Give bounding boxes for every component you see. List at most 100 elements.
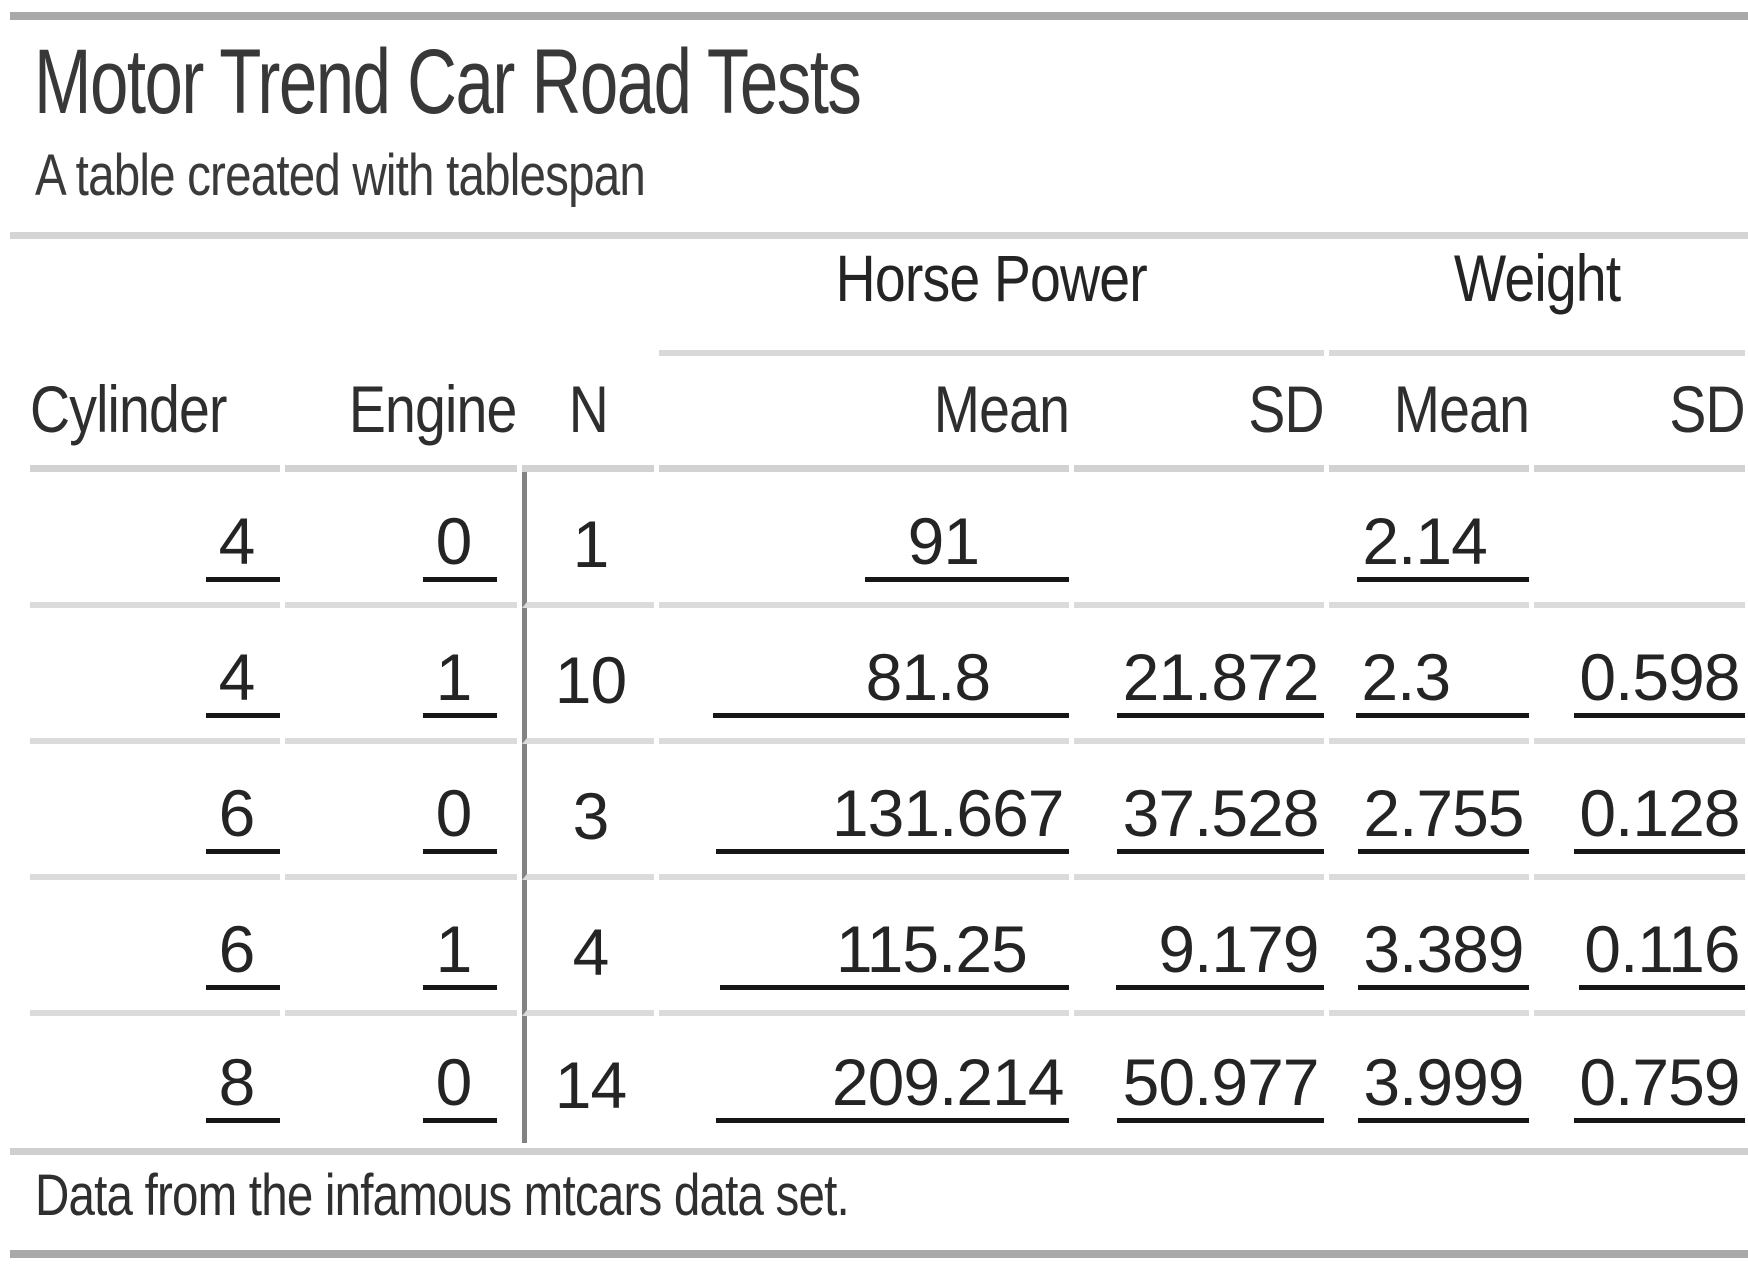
cell-wtsd: 0.116 — [1534, 880, 1746, 1016]
table-row: 4 1 10 81.8 21.872 2.3 0.598 — [30, 608, 1746, 744]
cell-value: 6 — [205, 914, 280, 990]
column-header-label: Mean — [933, 372, 1070, 446]
cell-value: 0 — [422, 778, 497, 854]
column-header-cylinder: Cylinder — [30, 356, 280, 472]
column-header-row: Cylinder Engine N Mean SD Mean S — [30, 356, 1746, 472]
cell-hpm: 131.667 — [659, 744, 1069, 880]
cell-wtsd: 0.598 — [1534, 608, 1746, 744]
spanner-horse-power-label: Horse Power — [835, 241, 1148, 315]
page-subtitle: A table created with tablespan — [35, 143, 646, 208]
cell-value: 0.128 — [1573, 778, 1746, 854]
cell-hpsd: 50.977 — [1074, 1016, 1324, 1143]
footnote: Data from the infamous mtcars data set. — [35, 1163, 850, 1228]
cell-eng: 0 — [285, 1016, 517, 1143]
cell-eng: 1 — [285, 880, 517, 1016]
cell-cyl: 6 — [30, 880, 280, 1016]
cell-hpm: 81.8 — [659, 608, 1069, 744]
table-body: 4 0 1 91 2.14 4 1 10 81.8 21.872 2.3 0.598 6 0 3 131.66… — [30, 472, 1746, 1143]
cell-value: 8 — [205, 1047, 280, 1123]
column-header-label: Engine — [349, 372, 517, 446]
spanner-empty-cell — [30, 240, 654, 356]
cell-value: 50.977 — [1117, 1047, 1324, 1123]
spanner-horse-power: Horse Power — [659, 240, 1324, 356]
cell-cyl: 4 — [30, 608, 280, 744]
column-header-label: SD — [1248, 372, 1325, 446]
cell-value: 3.389 — [1357, 914, 1529, 990]
cell-value: 2.14 — [1356, 506, 1529, 582]
column-header-n: N — [522, 356, 654, 472]
cell-cyl: 4 — [30, 472, 280, 608]
table-header: Horse Power Weight Cylinder Engine N Mea… — [30, 240, 1746, 472]
cell-value: 0 — [422, 1047, 497, 1123]
cell-value: 6 — [205, 778, 280, 854]
cell-wtsd: 0.759 — [1534, 1016, 1746, 1143]
cell-n: 1 — [522, 472, 654, 608]
cell-wtm: 2.755 — [1329, 744, 1529, 880]
cell-value: 9.179 — [1116, 914, 1324, 990]
cell-value: 1 — [422, 642, 497, 718]
cell-value: 0.759 — [1573, 1047, 1746, 1123]
cell-hpsd — [1074, 472, 1324, 608]
table-row: 4 0 1 91 2.14 — [30, 472, 1746, 608]
cell-wtsd — [1534, 472, 1746, 608]
column-header-label: Mean — [1393, 372, 1530, 446]
cell-cyl: 6 — [30, 744, 280, 880]
column-header-wt-sd: SD — [1534, 356, 1746, 472]
column-header-wt-mean: Mean — [1329, 356, 1530, 472]
footnote-divider — [10, 1148, 1748, 1155]
table-row: 6 1 4 115.25 9.179 3.389 0.116 — [30, 880, 1746, 1016]
cell-cyl: 8 — [30, 1016, 280, 1143]
cell-eng: 0 — [285, 472, 517, 608]
column-header-label: N — [568, 372, 608, 446]
cell-value: 115.25 — [720, 914, 1069, 990]
cell-hpsd: 9.179 — [1074, 880, 1324, 1016]
cell-value: 1 — [422, 914, 497, 990]
cell-value: 4 — [205, 506, 280, 582]
page-title: Motor Trend Car Road Tests — [34, 31, 862, 133]
spanner-weight-label: Weight — [1453, 241, 1621, 315]
cell-hpm: 91 — [659, 472, 1069, 608]
cell-wtm: 2.3 — [1329, 608, 1529, 744]
top-accent-bar — [10, 12, 1748, 20]
cell-value: 0 — [422, 506, 497, 582]
cell-value: 0.116 — [1578, 914, 1746, 990]
cell-n: 3 — [522, 744, 654, 880]
cell-wtm: 2.14 — [1329, 472, 1529, 608]
cell-value: 2.755 — [1357, 778, 1529, 854]
data-table: Horse Power Weight Cylinder Engine N Mea… — [25, 240, 1748, 1143]
cell-value: 0.598 — [1573, 642, 1746, 718]
column-header-hp-sd: SD — [1074, 356, 1325, 472]
cell-value: 4 — [205, 642, 280, 718]
cell-n: 4 — [522, 880, 654, 1016]
cell-wtm: 3.389 — [1329, 880, 1529, 1016]
cell-hpm: 209.214 — [659, 1016, 1069, 1143]
cell-eng: 0 — [285, 744, 517, 880]
cell-value: 81.8 — [713, 642, 1069, 718]
column-header-label: Cylinder — [30, 372, 227, 446]
cell-value: 2.3 — [1355, 642, 1529, 718]
cell-wtm: 3.999 — [1329, 1016, 1529, 1143]
cell-n: 10 — [522, 608, 654, 744]
spanner-weight: Weight — [1329, 240, 1746, 356]
cell-value: 37.528 — [1117, 778, 1324, 854]
cell-value: 91 — [865, 506, 1069, 582]
cell-wtsd: 0.128 — [1534, 744, 1746, 880]
bottom-accent-bar — [10, 1250, 1748, 1258]
cell-value: 209.214 — [716, 1047, 1069, 1123]
table-row: 8 0 14 209.214 50.977 3.999 0.759 — [30, 1016, 1746, 1143]
cell-value: 21.872 — [1117, 642, 1324, 718]
column-header-hp-mean: Mean — [659, 356, 1070, 472]
title-divider — [10, 232, 1748, 239]
cell-hpm: 115.25 — [659, 880, 1069, 1016]
cell-hpsd: 37.528 — [1074, 744, 1324, 880]
cell-value: 131.667 — [716, 778, 1069, 854]
cell-n: 14 — [522, 1016, 654, 1143]
table-row: 6 0 3 131.667 37.528 2.755 0.128 — [30, 744, 1746, 880]
column-header-label: SD — [1669, 372, 1746, 446]
spanner-row: Horse Power Weight — [30, 240, 1746, 356]
cell-value: 3.999 — [1357, 1047, 1529, 1123]
cell-hpsd: 21.872 — [1074, 608, 1324, 744]
column-header-engine: Engine — [285, 356, 518, 472]
cell-eng: 1 — [285, 608, 517, 744]
